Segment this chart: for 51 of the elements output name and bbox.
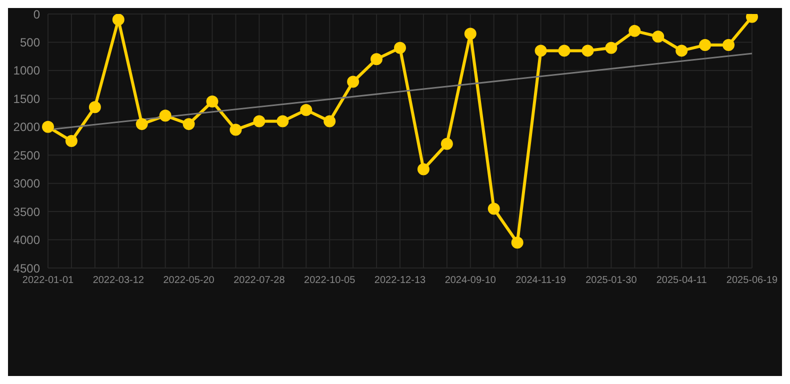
point <box>136 118 148 130</box>
y-tick-label: 500 <box>20 35 40 50</box>
y-tick-label: 4000 <box>13 233 40 248</box>
point <box>722 39 735 52</box>
point <box>628 24 641 37</box>
y-tick-label: 4500 <box>13 261 40 276</box>
point <box>699 39 712 52</box>
x-tick-label: 2022-03-12 <box>92 275 144 286</box>
x-tick-label: 2024-11-19 <box>516 275 566 286</box>
point <box>230 124 242 136</box>
point <box>440 138 453 150</box>
x-tick-label: 2022-01-01 <box>22 275 74 286</box>
x-tick-label: 2022-05-20 <box>163 275 215 286</box>
point <box>65 135 78 147</box>
point <box>42 120 54 133</box>
point <box>276 115 289 128</box>
point <box>394 42 406 54</box>
point <box>347 76 360 88</box>
point <box>300 104 312 116</box>
y-tick-label: 3500 <box>13 204 40 219</box>
point <box>464 28 476 40</box>
x-tick-label: 2025-04-11 <box>656 275 708 286</box>
y-tick-label: 1000 <box>13 64 40 78</box>
point <box>370 53 383 66</box>
x-tick-label: 2022-07-28 <box>234 275 286 286</box>
point <box>511 236 524 249</box>
point <box>558 44 570 57</box>
y-tick-label: 1500 <box>13 92 40 106</box>
x-tick-label: 2025-01-30 <box>586 275 638 286</box>
y-tick-label: 3000 <box>13 176 40 191</box>
point <box>676 44 688 57</box>
point <box>206 95 218 108</box>
y-tick-label: 2000 <box>13 120 40 134</box>
point <box>605 42 618 54</box>
x-tick-label: 2024-09-10 <box>444 275 496 286</box>
x-tick-label: 2025-06-19 <box>726 275 778 286</box>
point <box>182 118 195 130</box>
point <box>112 14 124 26</box>
point <box>582 44 594 57</box>
point <box>488 202 500 215</box>
y-tick-label: 0 <box>33 7 40 22</box>
y-tick-label: 2500 <box>13 148 40 162</box>
point <box>417 163 430 176</box>
point <box>324 115 336 128</box>
point <box>652 30 664 43</box>
point <box>88 101 101 114</box>
point <box>534 44 547 57</box>
point <box>253 115 266 128</box>
x-tick-label: 2022-10-05 <box>304 275 356 286</box>
x-tick-label: 2022-12-13 <box>374 275 426 286</box>
point <box>159 110 172 122</box>
